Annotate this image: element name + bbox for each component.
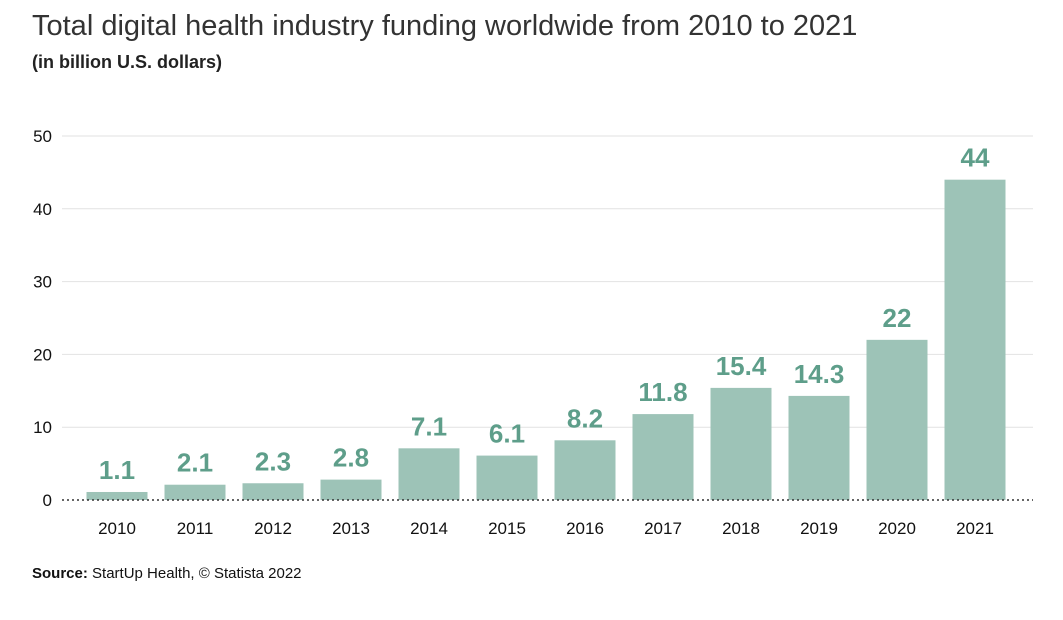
bar-2021 (944, 179, 1006, 500)
bar-2020 (866, 339, 928, 500)
y-tick-label: 40 (33, 200, 52, 219)
bar-2019 (788, 395, 850, 500)
data-label-2017: 11.8 (638, 377, 687, 407)
data-label-2016: 8.2 (567, 403, 603, 433)
data-label-2012: 2.3 (255, 446, 291, 476)
bar-2012 (242, 483, 304, 500)
bar-2018 (710, 387, 772, 500)
data-label-2021: 44 (961, 143, 990, 173)
bar-2014 (398, 448, 460, 500)
data-label-2020: 22 (883, 303, 912, 333)
chart-subtitle: (in billion U.S. dollars) (32, 52, 223, 72)
data-labels: 1.1 2.1 2.3 2.8 7.1 6.1 8.2 11.8 15.4 14.3 22 44 (99, 143, 990, 485)
x-tick-label-2017: 2017 (644, 519, 682, 538)
y-tick-label: 30 (33, 273, 52, 292)
bar-2011 (164, 484, 226, 500)
x-tick-label-2012: 2012 (254, 519, 292, 538)
data-label-2019: 14.3 (794, 359, 845, 389)
x-tick-label-2018: 2018 (722, 519, 760, 538)
bar-2013 (320, 479, 382, 500)
x-tick-label-2020: 2020 (878, 519, 916, 538)
y-axis-ticks: 0 10 20 30 40 50 (33, 127, 52, 510)
x-tick-label-2019: 2019 (800, 519, 838, 538)
data-label-2013: 2.8 (333, 443, 369, 473)
bar-2017 (632, 414, 694, 500)
y-tick-label: 20 (33, 345, 52, 364)
chart-title: Total digital health industry funding wo… (32, 10, 858, 42)
x-tick-label-2021: 2021 (956, 519, 994, 538)
data-label-2015: 6.1 (489, 419, 525, 449)
bar-2016 (554, 440, 616, 500)
y-tick-label: 50 (33, 127, 52, 146)
y-tick-label: 0 (43, 491, 52, 510)
x-axis-ticks: 2010 2011 2012 2013 2014 2015 2016 2017 2018 2019… (98, 519, 994, 538)
bar-2010 (86, 491, 148, 500)
source-label: Source: (32, 565, 88, 582)
y-tick-label: 10 (33, 418, 52, 437)
source-note: Source: StartUp Health, © Statista 2022 (32, 565, 302, 582)
bars (86, 179, 1006, 500)
x-tick-label-2010: 2010 (98, 519, 136, 538)
bar-2015 (476, 455, 538, 500)
x-tick-label-2013: 2013 (332, 519, 370, 538)
x-tick-label-2014: 2014 (410, 519, 448, 538)
x-tick-label-2015: 2015 (488, 519, 526, 538)
source-text: StartUp Health, © Statista 2022 (87, 565, 302, 582)
x-tick-label-2011: 2011 (177, 519, 214, 538)
data-label-2018: 15.4 (716, 351, 767, 381)
data-label-2011: 2.1 (177, 448, 213, 478)
data-label-2010: 1.1 (99, 455, 135, 485)
data-label-2014: 7.1 (411, 411, 447, 441)
x-tick-label-2016: 2016 (566, 519, 604, 538)
